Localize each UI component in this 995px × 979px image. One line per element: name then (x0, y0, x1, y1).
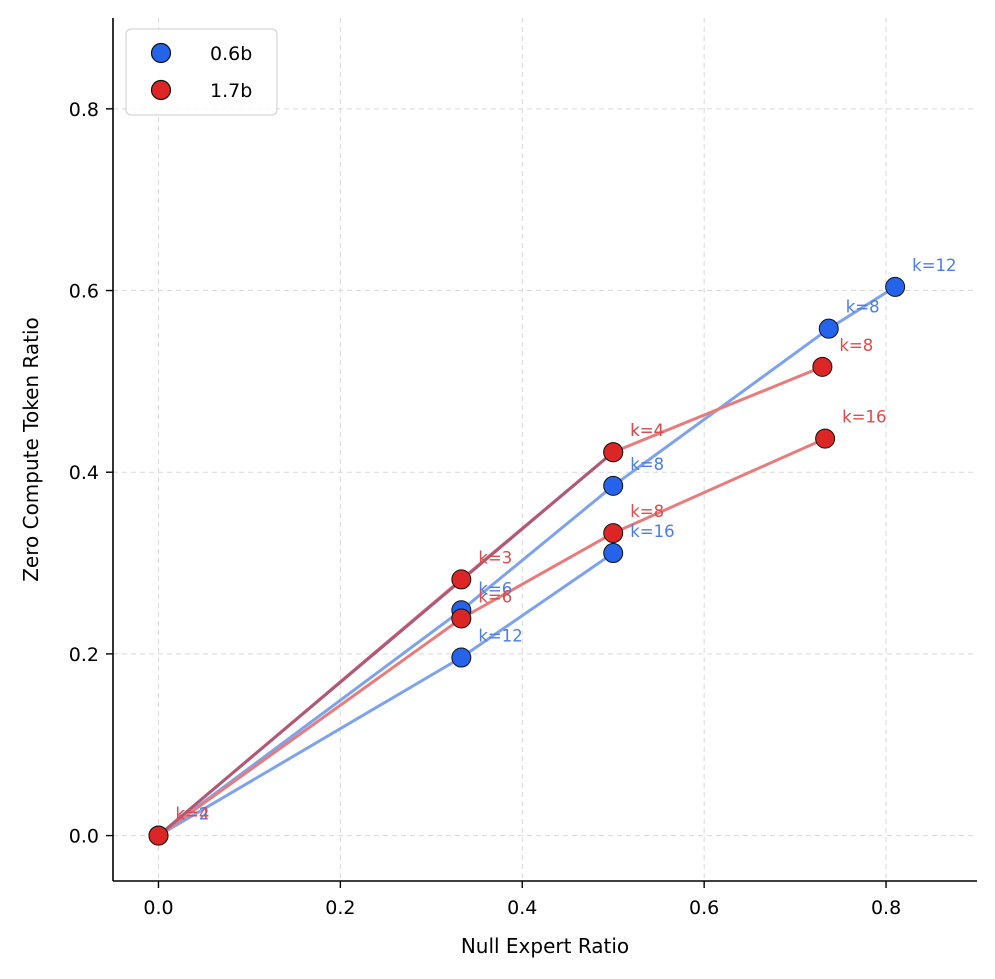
series-line-1.7b (157, 437, 826, 837)
point-label: k=16 (842, 408, 886, 427)
data-point-1.7b (451, 608, 472, 629)
legend-marker-1.7b (150, 79, 172, 101)
data-point-0.6b (451, 647, 472, 668)
point-label: k=4 (175, 805, 209, 824)
data-points-layer (148, 276, 906, 846)
point-label: k=8 (839, 336, 873, 355)
y-tick-label: 0.2 (69, 644, 99, 666)
series-line-0.6b (157, 551, 615, 837)
y-tick-label: 0.4 (69, 462, 99, 484)
data-point-0.6b (603, 543, 624, 564)
x-tick-label: 0.0 (143, 897, 173, 919)
data-point-1.7b (603, 442, 624, 463)
legend-box (125, 28, 278, 116)
data-point-1.7b (815, 428, 836, 449)
series-line-0.6b (157, 285, 896, 837)
legend: 0.6b 1.7b (125, 28, 278, 116)
x-axis-label: Null Expert Ratio (461, 934, 629, 958)
point-label: k=16 (630, 522, 674, 541)
point-label: k=4 (630, 421, 664, 440)
x-tick-label: 0.2 (325, 897, 355, 919)
data-point-0.6b (603, 475, 624, 496)
grid-layer (113, 18, 977, 881)
point-label: k=8 (630, 502, 664, 521)
data-point-1.7b (148, 825, 169, 846)
point-labels-layer: k=2k=6k=12k=4k=8k=16k=8k=12k=4k=3k=6k=4k… (175, 256, 956, 824)
y-tick-label: 0.8 (69, 99, 99, 121)
point-label: k=4 (630, 421, 664, 440)
overlap-line (157, 451, 615, 837)
legend-marker-0.6b (150, 42, 172, 64)
data-point-1.7b (603, 523, 624, 544)
point-label: k=6 (478, 587, 512, 606)
point-label: k=8 (630, 455, 664, 474)
point-label: k=12 (912, 256, 956, 275)
point-label: k=8 (846, 298, 880, 317)
x-tick-label: 0.6 (689, 897, 719, 919)
point-label: k=2 (175, 805, 209, 824)
point-label: k=12 (478, 627, 522, 646)
data-point-0.6b (885, 276, 906, 297)
y-axis-label: Zero Compute Token Ratio (19, 317, 43, 582)
y-tick-label: 0.6 (69, 281, 99, 303)
point-label: k=3 (478, 548, 512, 567)
x-tick-label: 0.4 (507, 897, 537, 919)
data-point-1.7b (451, 569, 472, 590)
series-lines-layer (157, 285, 896, 837)
y-tick-label: 0.0 (69, 826, 99, 848)
legend-label-0.6b: 0.6b (210, 43, 252, 65)
data-point-1.7b (812, 356, 833, 377)
point-label: k=6 (478, 579, 512, 598)
data-point-0.6b (818, 318, 839, 339)
legend-label-1.7b: 1.7b (210, 80, 252, 102)
x-tick-label: 0.8 (871, 897, 901, 919)
axes-layer: 0.0 0.2 0.4 0.6 0.8 0.0 0.2 0.4 0.6 0.8 Null Exper… (19, 18, 977, 958)
